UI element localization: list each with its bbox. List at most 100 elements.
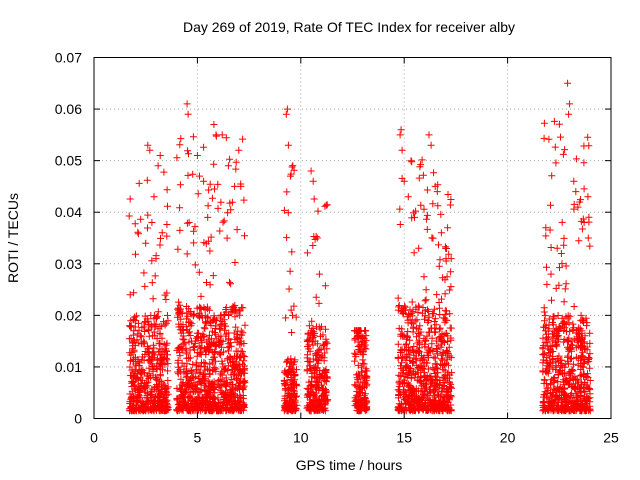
data-point — [361, 379, 369, 387]
data-point — [574, 203, 582, 211]
data-point — [561, 285, 569, 293]
data-point — [305, 337, 313, 345]
data-point — [232, 323, 240, 331]
data-point — [217, 198, 225, 206]
data-point — [410, 351, 418, 359]
data-point — [414, 365, 422, 373]
data-point — [163, 289, 171, 297]
data-point — [284, 141, 292, 149]
data-point — [439, 351, 447, 359]
data-point — [577, 366, 585, 373]
data-point — [436, 304, 443, 312]
data-point — [131, 381, 139, 389]
data-point — [397, 332, 405, 340]
data-point — [310, 233, 318, 240]
data-point — [586, 402, 594, 410]
data-point — [140, 323, 148, 331]
data-point — [416, 163, 424, 171]
data-point — [202, 348, 209, 356]
data-point — [233, 374, 241, 382]
data-point — [143, 176, 151, 184]
data-point — [546, 226, 554, 234]
data-point — [574, 396, 582, 404]
data-point — [141, 328, 149, 335]
data-point — [162, 347, 170, 355]
data-point — [216, 340, 224, 348]
data-point — [209, 272, 217, 280]
data-point — [550, 117, 558, 125]
data-point — [437, 343, 445, 351]
data-point — [553, 340, 561, 348]
data-point — [542, 232, 550, 240]
data-point — [211, 330, 219, 338]
data-point — [152, 373, 160, 381]
data-point — [421, 297, 429, 305]
data-point — [218, 399, 226, 407]
data-point — [222, 407, 230, 415]
data-point — [205, 237, 213, 245]
data-point — [541, 339, 549, 347]
data-point — [180, 336, 188, 344]
data-point — [361, 341, 369, 349]
data-point — [394, 294, 402, 302]
data-point — [429, 310, 437, 318]
data-point — [358, 385, 366, 393]
data-point — [566, 100, 574, 108]
data-point — [176, 384, 184, 392]
data-point — [177, 135, 185, 143]
data-point — [183, 250, 191, 258]
data-point — [444, 374, 452, 382]
data-point — [581, 379, 589, 386]
data-point — [283, 399, 290, 407]
data-point — [175, 363, 182, 371]
data-point — [184, 147, 192, 155]
data-point — [439, 274, 447, 282]
data-point — [164, 351, 171, 359]
data-point — [230, 362, 238, 370]
data-point — [184, 110, 192, 118]
data-point — [162, 319, 170, 327]
data-point — [218, 357, 226, 365]
data-point — [550, 328, 558, 336]
x-tick-label: 20 — [500, 430, 516, 446]
data-point — [397, 126, 405, 134]
data-point — [222, 393, 230, 401]
data-point — [424, 318, 432, 326]
data-point — [542, 357, 550, 365]
data-point — [282, 314, 290, 322]
data-point — [219, 363, 227, 371]
data-point — [569, 366, 577, 374]
data-point — [546, 359, 554, 367]
data-point — [282, 110, 290, 118]
data-point — [363, 380, 371, 388]
data-point — [140, 269, 148, 277]
data-point — [578, 329, 586, 337]
data-point — [541, 317, 548, 325]
data-point — [154, 308, 162, 316]
data-point — [224, 162, 232, 170]
data-point — [162, 398, 170, 406]
data-point — [215, 350, 223, 358]
data-point — [583, 383, 591, 391]
data-point — [442, 244, 450, 252]
data-point — [408, 298, 416, 306]
data-point — [320, 405, 328, 413]
data-point — [232, 165, 240, 173]
data-point — [580, 358, 588, 366]
data-point — [174, 305, 182, 313]
data-point — [352, 382, 360, 390]
data-point — [572, 188, 580, 196]
data-point — [185, 150, 192, 158]
data-point — [126, 291, 134, 299]
data-point — [193, 304, 201, 312]
data-point — [193, 329, 201, 337]
data-point — [425, 328, 433, 336]
data-point — [289, 386, 297, 394]
data-point — [551, 143, 559, 151]
data-point — [208, 194, 216, 202]
data-point — [443, 273, 451, 281]
data-point — [405, 387, 413, 395]
data-point — [183, 326, 191, 334]
data-point — [540, 323, 547, 331]
